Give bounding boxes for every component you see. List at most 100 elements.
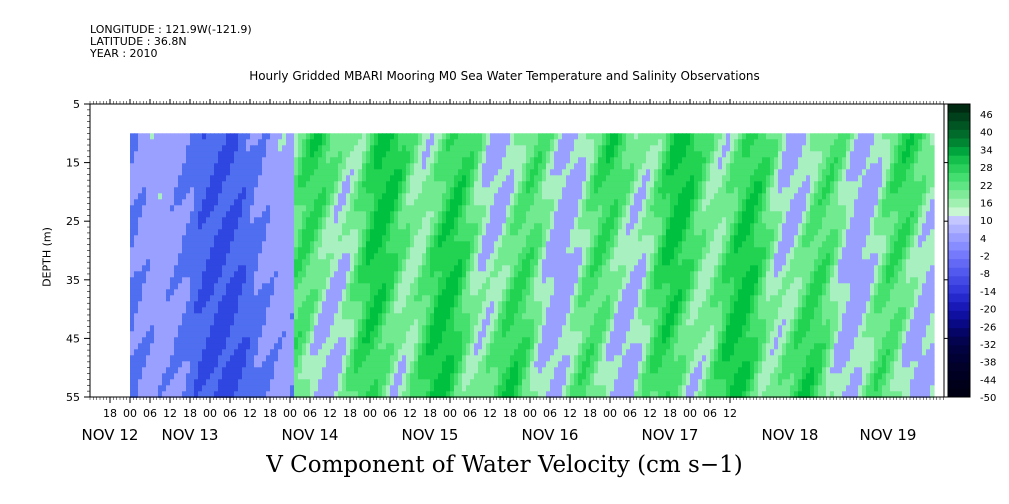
heatmap-cell [294, 379, 299, 386]
heatmap-cell [422, 211, 427, 218]
heatmap-cell [422, 247, 427, 254]
heatmap-cell [482, 289, 487, 296]
heatmap-cell [406, 313, 411, 320]
heatmap-cell [398, 319, 403, 326]
heatmap-cell [458, 187, 463, 194]
heatmap-cell [542, 361, 547, 368]
heatmap-cell [346, 373, 351, 380]
heatmap-cell [354, 385, 359, 392]
heatmap-cell [546, 169, 551, 176]
heatmap-cell [454, 169, 459, 176]
heatmap-cell [434, 139, 439, 146]
heatmap-cell [370, 283, 375, 290]
heatmap-cell [578, 295, 583, 302]
heatmap-cell [130, 301, 135, 308]
heatmap-cell [498, 217, 503, 224]
heatmap-cell [358, 325, 363, 332]
heatmap-cell [350, 349, 355, 356]
heatmap-cell [482, 379, 487, 386]
heatmap-cell [326, 361, 331, 368]
heatmap-cell [234, 253, 239, 260]
heatmap-cell [518, 307, 523, 314]
heatmap-cell [554, 265, 559, 272]
heatmap-cell [174, 265, 179, 272]
heatmap-cell [490, 247, 495, 254]
heatmap-cell [166, 145, 171, 152]
heatmap-cell [318, 223, 323, 230]
heatmap-cell [358, 349, 363, 356]
heatmap-cell [302, 193, 307, 200]
heatmap-cell [366, 343, 371, 350]
heatmap-cell [514, 145, 519, 152]
heatmap-cell [290, 133, 295, 140]
heatmap-cell [338, 295, 343, 302]
heatmap-cell [422, 379, 427, 386]
heatmap-cell [438, 283, 443, 290]
heatmap-cell [342, 385, 347, 392]
heatmap-cell [582, 169, 587, 176]
heatmap-cell [422, 355, 427, 362]
heatmap-cell [190, 289, 195, 296]
heatmap-cell [390, 313, 395, 320]
heatmap-cell [162, 319, 167, 326]
heatmap-cell [470, 139, 475, 146]
heatmap-cell [378, 331, 383, 338]
heatmap-cell [350, 187, 355, 194]
heatmap-cell [442, 373, 447, 380]
heatmap-cell [558, 151, 563, 158]
heatmap-cell [466, 379, 471, 386]
heatmap-cell [370, 247, 375, 254]
heatmap-cell [338, 331, 343, 338]
heatmap-cell [206, 169, 211, 176]
heatmap-cell [206, 319, 211, 326]
heatmap-cell [298, 277, 303, 284]
heatmap-cell [390, 331, 395, 338]
heatmap-cell [522, 313, 527, 320]
heatmap-cell [322, 181, 327, 188]
heatmap-cell [258, 313, 263, 320]
heatmap-cell [154, 295, 159, 302]
heatmap-cell [462, 163, 467, 170]
heatmap-cell [542, 391, 547, 398]
heatmap-cell [414, 343, 419, 350]
heatmap-cell [382, 223, 387, 230]
heatmap-cell [438, 271, 443, 278]
heatmap-cell [482, 211, 487, 218]
heatmap-cell [254, 181, 259, 188]
heatmap-cell [410, 223, 415, 230]
heatmap-cell [342, 313, 347, 320]
heatmap-cell [338, 211, 343, 218]
heatmap-cell [338, 379, 343, 386]
heatmap-cell [286, 325, 291, 332]
heatmap-cell [538, 157, 543, 164]
heatmap-cell [162, 253, 167, 260]
heatmap-cell [538, 229, 543, 236]
heatmap-cell [198, 379, 203, 386]
heatmap-cell [266, 145, 271, 152]
heatmap-cell [450, 235, 455, 242]
heatmap-cell [362, 205, 367, 212]
heatmap-cell [582, 241, 587, 248]
heatmap-cell [514, 205, 519, 212]
heatmap-cell [426, 265, 431, 272]
heatmap-cell [370, 133, 375, 140]
heatmap-cell [442, 391, 447, 398]
heatmap-cell [170, 163, 175, 170]
heatmap-cell [134, 193, 139, 200]
heatmap-cell [406, 169, 411, 176]
heatmap-cell [542, 175, 547, 182]
heatmap-cell [578, 337, 583, 344]
heatmap-cell [306, 283, 311, 290]
heatmap-cell [298, 217, 303, 224]
heatmap-cell [366, 307, 371, 314]
heatmap-cell [514, 367, 519, 374]
heatmap-cell [258, 265, 263, 272]
heatmap-cell [170, 229, 175, 236]
heatmap-cell [346, 319, 351, 326]
heatmap-cell [134, 265, 139, 272]
heatmap-cell [430, 241, 435, 248]
heatmap-cell [470, 325, 475, 332]
heatmap-cell [254, 277, 259, 284]
heatmap-cell [530, 355, 535, 362]
heatmap-cell [418, 289, 423, 296]
